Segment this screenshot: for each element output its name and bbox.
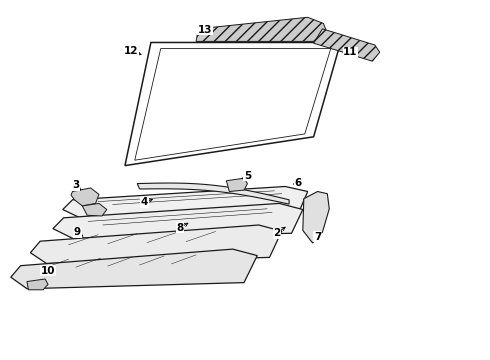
Text: 6: 6 [294,178,301,188]
Polygon shape [196,17,326,41]
Polygon shape [11,249,257,289]
Text: 10: 10 [41,266,55,276]
Text: 12: 12 [124,46,139,56]
Text: 11: 11 [343,47,358,57]
Text: 7: 7 [314,232,321,242]
Polygon shape [125,42,341,166]
Text: 8: 8 [177,222,184,233]
Text: 13: 13 [197,24,212,35]
Polygon shape [137,183,289,204]
Polygon shape [135,49,331,160]
Text: 2: 2 [273,228,280,238]
Polygon shape [82,203,107,216]
Polygon shape [226,178,247,192]
Text: 5: 5 [244,171,251,181]
Polygon shape [27,279,48,290]
Polygon shape [314,29,380,61]
Text: 4: 4 [141,197,148,207]
Polygon shape [30,225,282,264]
Text: 3: 3 [73,180,79,190]
Text: 9: 9 [74,227,81,237]
Polygon shape [303,192,329,243]
Polygon shape [63,186,308,219]
Polygon shape [53,203,303,238]
Polygon shape [71,188,99,206]
